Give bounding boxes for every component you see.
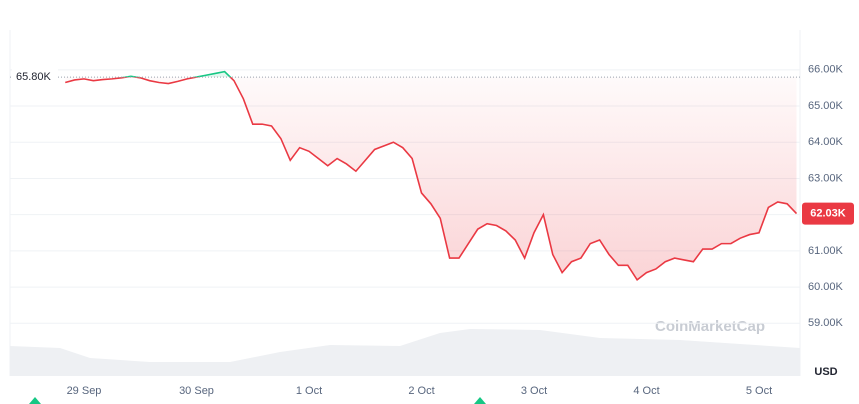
x-tick-label: 1 Oct	[296, 385, 322, 397]
reference-label: 65.80K	[16, 71, 52, 83]
x-tick-label: 29 Sep	[67, 385, 102, 397]
event-marker	[29, 397, 41, 404]
volume-area	[10, 329, 800, 376]
x-tick-label: 2 Oct	[408, 385, 434, 397]
reference-label-bg	[12, 69, 58, 86]
y-tick-label: 59.00K	[808, 317, 844, 329]
currency-label: USD	[814, 366, 837, 378]
y-tick-label: 64.00K	[808, 136, 844, 148]
area	[65, 77, 797, 280]
y-tick-label: 66.00K	[808, 64, 844, 76]
y-tick-label: 65.00K	[808, 100, 844, 112]
y-tick-label: 63.00K	[808, 172, 844, 184]
x-tick-label: 5 Oct	[746, 385, 772, 397]
current-label: 62.03K	[810, 207, 846, 219]
x-tick-label: 30 Sep	[179, 385, 214, 397]
event-marker	[474, 397, 486, 404]
y-tick-label: 60.00K	[808, 281, 844, 293]
y-tick-label: 61.00K	[808, 245, 844, 257]
line	[65, 77, 798, 281]
x-tick-label: 4 Oct	[633, 385, 659, 397]
current-label-bg	[802, 202, 854, 225]
x-tick-label: 3 Oct	[521, 385, 547, 397]
watermark: CoinMarketCap	[655, 318, 765, 335]
